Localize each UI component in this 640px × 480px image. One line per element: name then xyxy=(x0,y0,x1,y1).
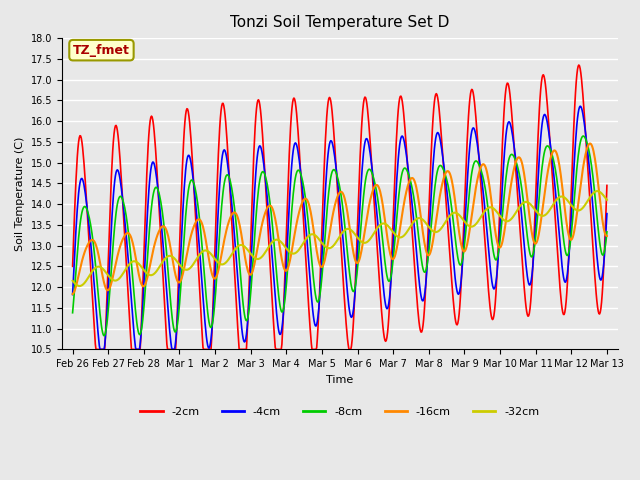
Title: Tonzi Soil Temperature Set D: Tonzi Soil Temperature Set D xyxy=(230,15,449,30)
Text: TZ_fmet: TZ_fmet xyxy=(73,44,130,57)
X-axis label: Time: Time xyxy=(326,374,353,384)
Y-axis label: Soil Temperature (C): Soil Temperature (C) xyxy=(15,136,25,251)
Legend: -2cm, -4cm, -8cm, -16cm, -32cm: -2cm, -4cm, -8cm, -16cm, -32cm xyxy=(136,403,543,421)
